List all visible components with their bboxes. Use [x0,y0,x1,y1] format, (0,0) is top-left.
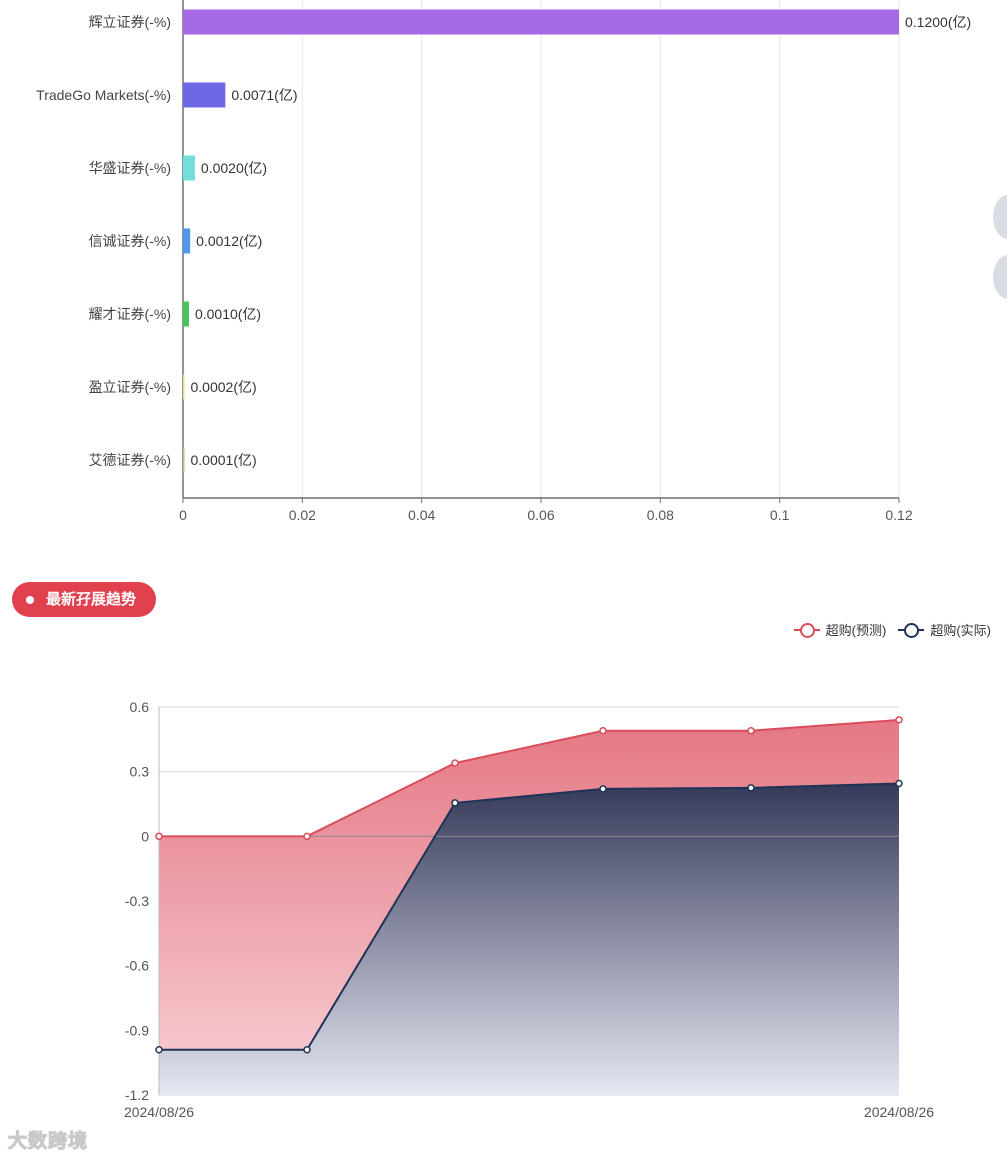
chart-legend: 超购(预测) 超购(实际) [793,620,991,639]
section-title-badge[interactable]: 最新孖展趋势 [12,582,157,617]
x-tick-label: 0.08 [647,507,674,523]
x-tick-label: 0.1 [770,507,790,523]
category-label: 盈立证券(-%) [89,379,171,395]
data-label: 0.0012(亿) [196,233,262,249]
legend-label-actual: 超购(实际) [930,623,991,638]
category-label: 信诚证券(-%) [89,233,171,249]
y-tick-label: 0.3 [130,764,150,780]
side-circle-icon[interactable] [993,195,1007,239]
legend-item-actual[interactable]: 超购(实际) [898,620,991,639]
bar [183,82,226,108]
data-label: 0.1200(亿) [905,14,971,30]
x-tick-label: 0.04 [408,507,435,523]
x-tick-label: 0.02 [289,507,316,523]
data-label: 0.0010(亿) [195,306,261,322]
y-tick-label: -0.6 [125,958,149,974]
data-point [599,726,607,735]
bar [183,155,195,181]
data-point [747,784,755,792]
bar [183,9,899,35]
legend-label-forecast: 超购(预测) [825,623,887,638]
data-label: 0.0002(亿) [191,379,257,395]
data-point [451,799,459,807]
data-point [451,759,459,767]
x-tick-label: 2024/08/26 [124,1104,194,1120]
bar [183,301,189,327]
data-point [303,1045,311,1054]
data-label: 0.0020(亿) [201,160,267,176]
data-label: 0.0071(亿) [231,87,297,103]
y-tick-label: 0 [141,828,149,844]
broker-bar-chart: 0 0.02 0.04 0.06 0.08 0.1 0.12 辉立证券(-%) 0.1200(亿… [36,0,971,523]
x-tick-label: 0.12 [885,507,912,523]
legend-circle-icon [793,622,820,638]
x-tick-label: 0 [179,507,187,523]
bar [183,374,185,400]
legend-item-forecast[interactable]: 超购(预测) [793,620,887,639]
data-point [895,779,903,788]
legend-circle-icon [898,622,925,638]
category-label: 耀才证券(-%) [89,306,171,322]
side-circle-icon[interactable] [993,255,1007,299]
data-point [155,1045,163,1054]
bar [183,228,191,254]
data-point [155,832,163,841]
data-point [599,785,607,793]
data-point [303,832,311,841]
series-line [159,718,900,838]
category-label: 辉立证券(-%) [89,14,171,30]
y-tick-label: -1.2 [125,1087,149,1103]
y-tick-label: -0.3 [125,893,149,909]
y-tick-label: 0.6 [130,699,150,715]
bar [183,447,185,473]
badge-dot-icon [26,596,34,604]
y-tick-label: -0.9 [125,1022,149,1038]
data-point [895,716,903,724]
category-label: 华盛证券(-%) [89,160,171,176]
category-label: TradeGo Markets(-%) [36,87,171,103]
series-line [159,782,900,1051]
section-title: 最新孖展趋势 [46,591,137,608]
series-area [159,783,899,1095]
x-tick-label: 2024/08/26 [864,1104,934,1120]
x-tick-label: 0.06 [527,507,554,523]
data-label: 0.0001(亿) [191,452,257,468]
category-label: 艾德证券(-%) [89,452,171,468]
data-point [747,726,755,735]
watermark-logo: 大数跨境 [7,1131,89,1153]
